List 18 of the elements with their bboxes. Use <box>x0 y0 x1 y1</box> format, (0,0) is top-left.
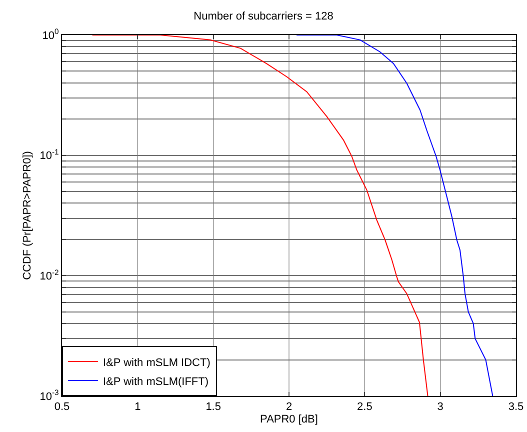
x-tick-label: 2 <box>286 401 292 414</box>
chart-title: Number of subcarriers = 128 <box>194 10 334 22</box>
y-tick-label: 10$^{-2}$ <box>40 268 59 283</box>
y-tick-label: 10$^{-3}$ <box>40 388 59 403</box>
line-series <box>92 35 428 396</box>
x-tick-label: 0.5 <box>54 401 70 414</box>
x-tick-label: 2.5 <box>357 401 372 414</box>
legend-label: I&P with mSLM IDCT) <box>103 356 210 369</box>
x-tick-label: 3.5 <box>508 401 524 414</box>
line-series <box>296 35 494 396</box>
y-axis-title: CCDF (Pr[PAPR>PAPR0]) <box>21 151 34 280</box>
legend-label: I&P with mSLM(IFFT) <box>103 376 209 388</box>
x-axis-title: PAPR0 [dB] <box>260 413 318 426</box>
x-tick-label: 3 <box>437 401 444 414</box>
x-tick-label: 1.5 <box>206 401 221 414</box>
y-tick-label: 10$^{-1}$ <box>40 148 59 162</box>
y-tick-label: 10$^{0}$ <box>42 27 59 42</box>
x-tick-label: 1 <box>134 401 141 414</box>
